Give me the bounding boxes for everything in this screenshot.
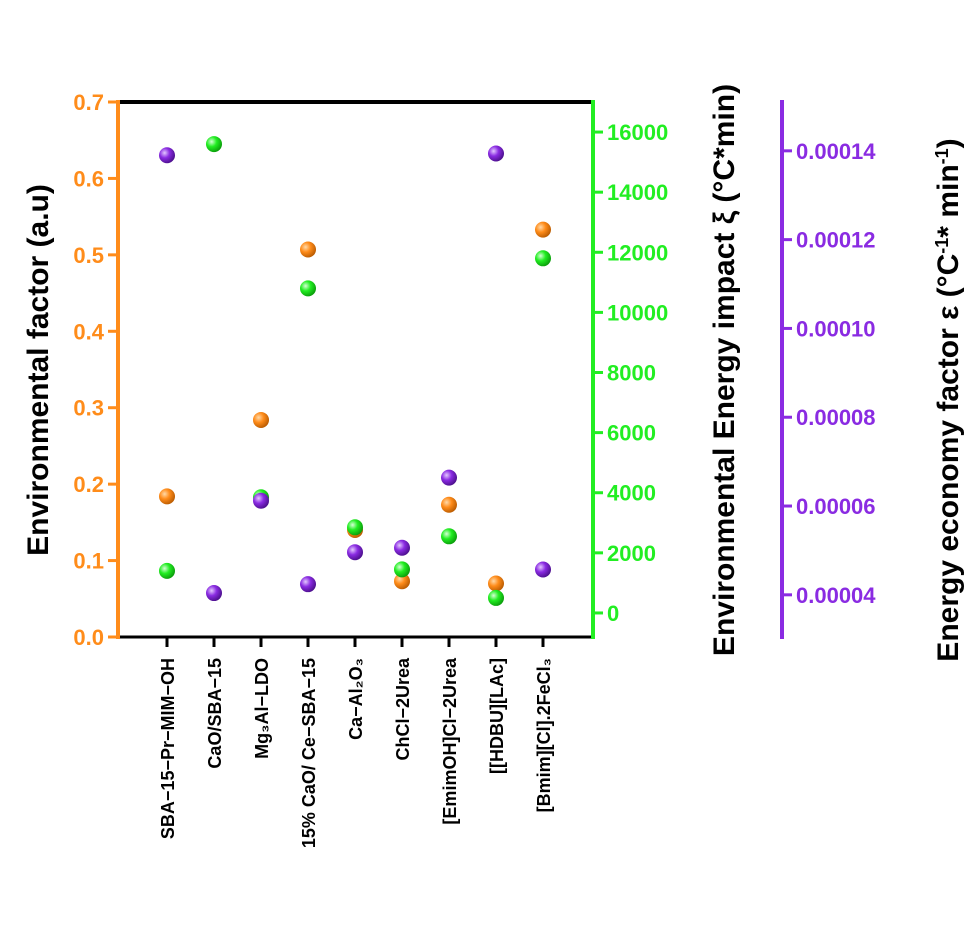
right2-tick-label: 0.00006 [796,494,876,519]
right2-axis-title-sup1: -1 [932,238,952,254]
left-tick-label: 0.0 [73,625,104,650]
right2-axis-title-end: ) [932,138,965,148]
right2-tick-label: 0.00008 [796,405,876,430]
right1-data-point [394,561,410,578]
right2-axis-ticks: 0.00004 0.00006 0.00008 0.00010 0.00012 0.000… [782,139,876,608]
right1-tick-label: 0 [607,601,619,626]
right1-data-point [488,589,504,606]
right1-axis-title: Environmental Energy impact ξ (°C*min) [708,84,741,656]
right2-tick-label: 0.00010 [796,316,876,341]
right1-data-point [159,562,175,579]
left-tick-label: 0.7 [73,90,104,115]
x-axis-ticks [165,637,545,647]
right1-tick-label: 12000 [607,240,668,265]
right2-data-point [206,585,222,602]
left-tick-label: 0.2 [73,472,104,497]
left-tick-label: 0.1 [73,549,104,574]
right1-tick-label: 10000 [607,300,668,325]
left-data-point [253,411,269,428]
right2-tick-label: 0.00014 [796,139,876,164]
right1-data-point [347,519,363,536]
right2-data-point [535,561,551,578]
right2-data-point [253,492,269,509]
right1-axis-ticks: 0 2000 4000 6000 8000 10000 12000 14000 16000 [593,120,668,626]
right1-tick-label: 14000 [607,180,668,205]
x-category-label: 15% CaO/ Ce−SBA−15 [299,658,319,848]
right1-tick-label: 6000 [607,421,656,446]
x-category-label: Ca−Al₂O₃ [346,658,366,740]
left-data-point [488,575,504,592]
left-tick-label: 0.5 [73,243,104,268]
x-category-label: [Bmim][Cl].2FeCl₃ [534,658,554,812]
x-axis-labels: SBA−15−Pr−MIM−OH CaO/SBA−15 Mg₃Al−LDO 15% C… [158,657,554,848]
x-category-label: ChCl−2Urea [393,657,413,761]
x-category-label: [[HDBU][LAc] [487,658,507,774]
x-category-label: Mg₃Al−LDO [252,658,272,759]
right2-data-point [488,145,504,162]
right2-axis-title-mid: * min [932,164,965,237]
left-axis-title: Environmental factor (a.u) [22,184,55,556]
left-data-point [300,241,316,258]
right1-tick-label: 16000 [607,120,668,145]
x-category-label: CaO/SBA−15 [205,658,225,769]
right1-data-point [206,136,222,153]
right2-data-point [300,576,316,593]
left-data-point [159,488,175,505]
right2-tick-label: 0.00004 [796,583,876,608]
left-tick-label: 0.3 [73,396,104,421]
left-axis-ticks: 0.0 0.1 0.2 0.3 0.4 0.5 0.6 0.7 [73,90,118,650]
right2-axis-title-sup2: -1 [932,148,952,164]
x-category-label: SBA−15−Pr−MIM−OH [158,658,178,839]
left-data-point [441,496,457,513]
right2-axis-title: Energy economy factor ε (°C-1* min-1) [932,138,965,661]
right1-tick-label: 8000 [607,361,656,386]
x-category-label: [EmimOH]Cl−2Urea [440,657,460,825]
right2-tick-label: 0.00012 [796,228,876,253]
left-tick-label: 0.6 [73,166,104,191]
right1-data-point [441,528,457,545]
right2-data-point [347,544,363,561]
left-tick-label: 0.4 [73,319,104,344]
left-data-point [394,573,410,590]
right1-data-point [300,280,316,297]
right1-data-point [535,250,551,267]
right1-tick-label: 4000 [607,481,656,506]
left-data-point [535,221,551,238]
right2-data-point [394,539,410,556]
right2-data-point [159,147,175,164]
right2-data-point [441,469,457,486]
data-markers [159,136,551,606]
right1-tick-label: 2000 [607,541,656,566]
right2-axis-title-main: Energy economy factor ε (°C [932,254,965,662]
